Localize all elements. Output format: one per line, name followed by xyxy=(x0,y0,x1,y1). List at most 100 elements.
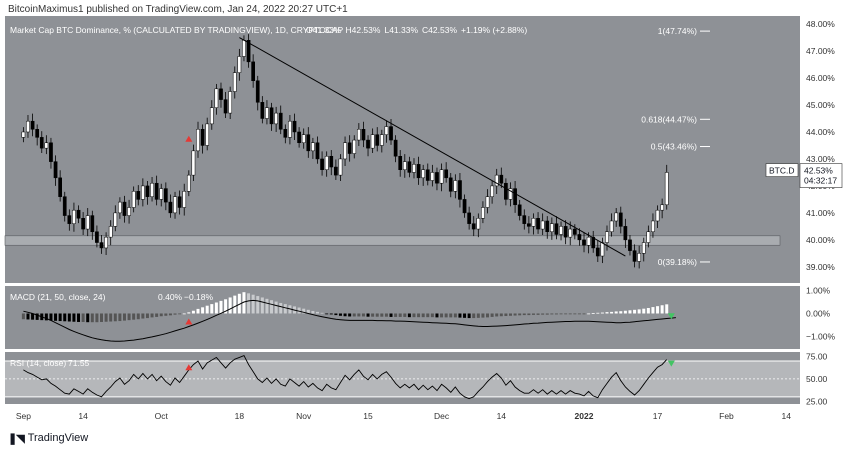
macd-histogram-bar xyxy=(348,313,352,317)
macd-histogram-bar xyxy=(191,310,195,314)
macd-histogram-bar xyxy=(554,313,558,315)
macd-histogram-bar xyxy=(77,313,81,322)
macd-histogram-bar xyxy=(619,311,623,314)
candle xyxy=(274,112,278,125)
candle xyxy=(315,142,320,160)
fib-label: 0.618(44.47%) xyxy=(641,114,697,124)
macd-histogram-bar xyxy=(54,313,58,321)
candle xyxy=(99,242,104,249)
candle xyxy=(540,220,545,230)
candle xyxy=(614,212,619,222)
macd-histogram-bar xyxy=(453,313,457,318)
candle xyxy=(361,129,366,141)
macd-histogram-bar xyxy=(407,313,411,318)
candle xyxy=(435,172,439,184)
macd-histogram-bar xyxy=(325,313,329,315)
macd-histogram-bar xyxy=(260,297,264,314)
macd-histogram-bar xyxy=(90,313,94,323)
macd-histogram-bar xyxy=(577,313,581,315)
macd-histogram-bar xyxy=(224,299,228,314)
macd-histogram-bar xyxy=(21,313,25,320)
candle xyxy=(499,174,504,184)
candle xyxy=(352,139,357,154)
time-axis-tick: Sep xyxy=(16,411,31,421)
candle xyxy=(504,182,508,200)
support-zone xyxy=(4,235,781,246)
candle xyxy=(334,166,338,176)
macd-histogram-bar xyxy=(302,308,306,314)
candle xyxy=(393,139,398,157)
price-tag-value: 42.53% xyxy=(804,166,833,176)
tradingview-logo-icon: ❚◥ xyxy=(8,432,25,445)
candle xyxy=(462,199,467,214)
macd-histogram-bar xyxy=(541,313,545,315)
macd-histogram-bar xyxy=(623,310,627,314)
macd-histogram-bar xyxy=(214,302,218,314)
macd-histogram-bar xyxy=(196,308,200,314)
candle xyxy=(255,80,260,103)
candle xyxy=(131,191,136,208)
candle xyxy=(549,223,554,233)
time-axis-tick: 17 xyxy=(653,411,663,421)
candle xyxy=(356,129,361,141)
candle xyxy=(347,142,352,154)
candle xyxy=(458,180,462,200)
price-axis-tick: 44.00% xyxy=(806,127,835,137)
macd-histogram-bar xyxy=(279,302,283,314)
macd-histogram-bar xyxy=(545,313,549,315)
price-panel[interactable]: Market Cap BTC Dominance, % (CALCULATED … xyxy=(4,19,843,272)
candle xyxy=(191,150,196,176)
candle xyxy=(145,185,150,197)
candle xyxy=(609,220,614,233)
macd-histogram-bar xyxy=(440,313,444,318)
candle xyxy=(150,182,154,197)
time-axis[interactable]: Sep 14 Oct 18 Nov 15 Dec 14 2022 17 Feb 14 xyxy=(16,411,791,421)
time-axis-tick: 18 xyxy=(235,411,245,421)
macd-histogram-bar xyxy=(201,307,205,314)
candle xyxy=(118,201,122,214)
candle xyxy=(531,218,536,227)
candle xyxy=(173,196,177,214)
macd-histogram-bar xyxy=(531,313,535,315)
candle xyxy=(311,142,315,152)
candle xyxy=(288,120,292,138)
macd-histogram-bar xyxy=(394,313,398,317)
macd-histogram-bar xyxy=(660,305,664,314)
symbol-tag-text: BTC.D xyxy=(769,166,795,176)
candle xyxy=(44,142,49,149)
candle xyxy=(637,253,642,262)
candle xyxy=(412,164,416,173)
macd-histogram-bar xyxy=(398,313,402,317)
time-axis-tick: Nov xyxy=(296,411,312,421)
macd-histogram-bar xyxy=(628,310,632,314)
candle xyxy=(407,161,412,173)
macd-histogram-bar xyxy=(550,313,554,315)
candle xyxy=(278,112,283,130)
signal-arrow-green xyxy=(667,313,675,320)
macd-histogram-bar xyxy=(458,313,462,318)
candle xyxy=(439,169,444,184)
candle xyxy=(182,191,187,208)
candle xyxy=(209,107,214,125)
rsi-title: RSI (14, close) xyxy=(10,358,66,368)
macd-histogram-bar xyxy=(642,308,646,314)
signal-arrow-red xyxy=(185,135,193,142)
candle xyxy=(30,120,35,130)
macd-histogram-bar xyxy=(283,304,287,314)
macd-histogram-bar xyxy=(113,313,117,322)
macd-panel[interactable]: MACD (21, 50, close, 24) 0.40% −0.18% 1.00%… xyxy=(10,286,836,342)
macd-title: MACD (21, 50, close, 24) xyxy=(10,292,106,302)
macd-histogram-bar xyxy=(329,313,333,315)
macd-histogram-bar xyxy=(610,311,614,314)
time-axis-tick: 14 xyxy=(781,411,791,421)
footer[interactable]: ❚◥ TradingView xyxy=(8,431,88,445)
macd-histogram-bar xyxy=(665,304,669,314)
candle xyxy=(467,212,471,224)
macd-histogram-bar xyxy=(463,313,467,318)
candle xyxy=(605,231,609,243)
rsi-panel[interactable]: RSI (14, close) 71.55 75.00 50.00 25.00 xyxy=(5,351,828,406)
price-axis-tick: 46.00% xyxy=(806,73,835,83)
macd-histogram-bar xyxy=(320,312,324,314)
macd-histogram-bar xyxy=(568,313,572,315)
macd-histogram-bar xyxy=(274,301,278,314)
